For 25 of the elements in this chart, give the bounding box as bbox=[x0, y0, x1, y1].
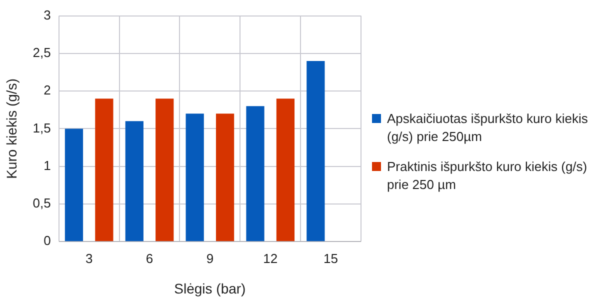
bar bbox=[64, 128, 84, 242]
bar bbox=[216, 114, 234, 242]
y-tick-label: 1,5 bbox=[32, 120, 51, 136]
y-axis-title: Kuro kiekis (g/s) bbox=[3, 78, 20, 179]
y-tick-label: 2,5 bbox=[32, 45, 51, 60]
x-tick-label: 9 bbox=[206, 250, 214, 266]
bar bbox=[156, 98, 174, 242]
y-tick-label: 0,5 bbox=[32, 196, 51, 211]
x-tick-label: 3 bbox=[85, 250, 93, 266]
y-tick-label: 1 bbox=[44, 158, 51, 173]
y-tick-label: 2 bbox=[44, 82, 51, 98]
x-axis-title: Slėgis (bar) bbox=[174, 280, 246, 296]
bar bbox=[95, 98, 114, 242]
bar bbox=[306, 60, 325, 242]
legend-label: Apskaičiuotas išpurkšto kuro kiekis (g/s) prie 250µm bbox=[387, 110, 589, 146]
y-tick-label: 3 bbox=[44, 7, 51, 22]
x-tick-label: 6 bbox=[146, 250, 154, 266]
bar bbox=[246, 106, 264, 242]
bar bbox=[186, 114, 204, 242]
legend-label: Praktinis išpurkšto kuro kiekis (g/s) prie 250 µm bbox=[387, 158, 588, 194]
bar bbox=[125, 121, 144, 242]
x-tick-label: 15 bbox=[324, 250, 338, 266]
x-tick-label: 12 bbox=[263, 250, 278, 266]
y-tick-label: 0 bbox=[44, 233, 51, 248]
bar bbox=[276, 98, 295, 242]
